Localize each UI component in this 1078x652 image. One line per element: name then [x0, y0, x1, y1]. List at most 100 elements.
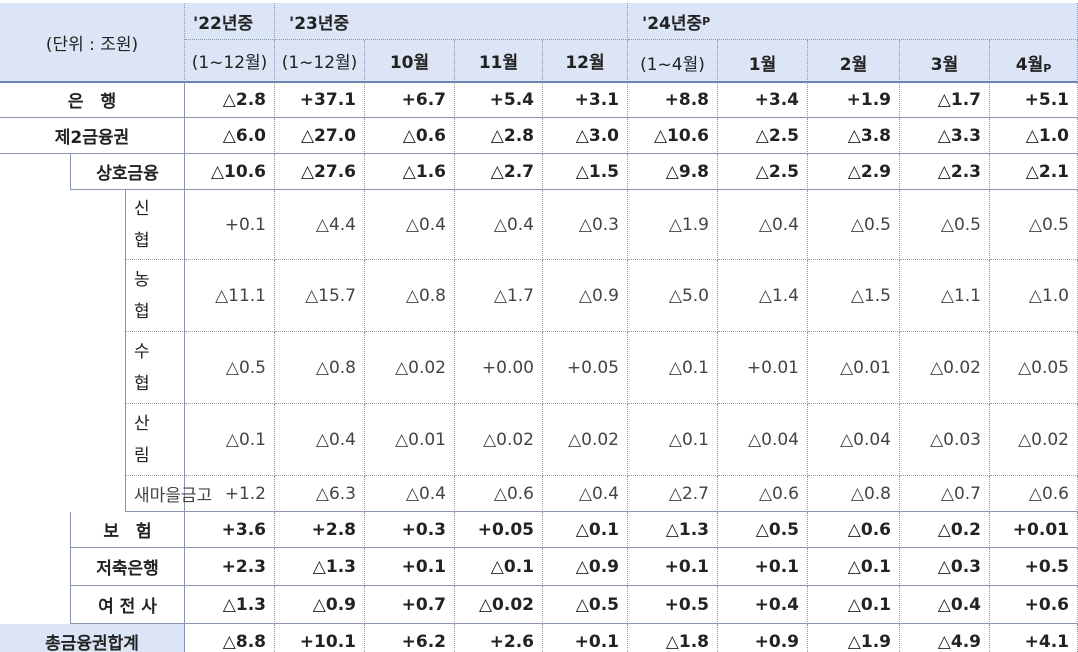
value: +2.8: [275, 512, 365, 548]
month: 1월: [718, 40, 808, 82]
value-text: △0.04: [748, 429, 799, 450]
value-text: △0.6: [493, 483, 534, 504]
value-text: △1.1: [940, 285, 981, 306]
value: △11.1: [185, 260, 275, 332]
value-text: △1.6: [402, 161, 446, 182]
value: △0.02: [990, 404, 1078, 476]
value-text: +0.1: [401, 556, 446, 577]
value: △15.7: [275, 260, 365, 332]
value-text: △0.5: [755, 519, 799, 540]
year-label-text: '22년중: [193, 13, 254, 34]
value: △27.0: [275, 118, 365, 154]
value: △1.8: [628, 624, 718, 652]
value-text: △0.5: [850, 214, 891, 235]
value: △0.4: [543, 476, 628, 512]
value: +37.1: [275, 82, 365, 118]
value-text: +0.1: [754, 556, 799, 577]
value: +0.3: [365, 512, 455, 548]
value-text: △0.4: [937, 594, 981, 615]
value-text: △0.01: [395, 429, 446, 450]
value: △1.0: [990, 260, 1078, 332]
value-text: △1.7: [493, 285, 534, 306]
value: △6.3: [275, 476, 365, 512]
value: △0.02: [365, 332, 455, 404]
value-text: △0.6: [402, 125, 446, 146]
value-text: +6.2: [401, 631, 446, 652]
value-text: +3.4: [754, 89, 799, 110]
value-text: +37.1: [299, 89, 356, 110]
row-label-text: 은 행: [67, 92, 117, 112]
value-text: △1.0: [1025, 125, 1069, 146]
unit-text: (단위 : 조원): [45, 34, 139, 55]
row-label: 농협: [125, 260, 185, 332]
month: 11월: [455, 40, 543, 82]
value: △0.1: [808, 586, 900, 624]
value-text: △2.5: [755, 125, 799, 146]
value-text: +8.8: [664, 89, 709, 110]
value-text: △1.9: [847, 631, 891, 652]
value-text: +2.8: [311, 519, 356, 540]
row-label: 산림: [125, 404, 185, 476]
value: +2.6: [455, 624, 543, 652]
value: +1.2: [185, 476, 275, 512]
value: △0.01: [808, 332, 900, 404]
value-text: △0.4: [493, 214, 534, 235]
value-text: △0.1: [225, 429, 266, 450]
value: △0.1: [628, 332, 718, 404]
value: △1.5: [543, 154, 628, 190]
year-label: '24년중 P: [628, 3, 1078, 40]
value-text: △0.1: [575, 519, 619, 540]
value: +6.7: [365, 82, 455, 118]
value: △0.03: [900, 404, 990, 476]
value-text: △0.6: [847, 519, 891, 540]
value: +0.00: [455, 332, 543, 404]
year-label-text: '23년중: [289, 13, 350, 34]
value-text: △1.3: [665, 519, 709, 540]
row-label-text: 새마을금고: [134, 486, 213, 506]
value-text: △3.3: [937, 125, 981, 146]
value: △0.1: [185, 404, 275, 476]
value-text: △27.0: [300, 125, 356, 146]
value-text: +3.1: [574, 89, 619, 110]
header-rule: [0, 81, 1078, 83]
value-text: △0.3: [578, 214, 619, 235]
row-label-text: 신협: [134, 198, 150, 251]
value-text: △2.1: [1025, 161, 1069, 182]
value-text: △0.5: [575, 594, 619, 615]
row-label: 새마을금고: [125, 476, 212, 512]
value-text: △0.02: [930, 357, 981, 378]
period-text: (1~12월): [281, 53, 358, 73]
year-label: '23년중: [275, 3, 628, 40]
row-label-text: 여 전 사: [98, 597, 157, 617]
value: +0.1: [365, 548, 455, 586]
value-text: △0.9: [312, 594, 356, 615]
row-label: 저축은행: [70, 548, 185, 586]
value: △8.8: [185, 624, 275, 652]
value: +0.1: [628, 548, 718, 586]
value-text: △0.5: [225, 357, 266, 378]
value: △3.0: [543, 118, 628, 154]
value-text: +0.9: [754, 631, 799, 652]
value-text: △0.9: [575, 556, 619, 577]
value-text: △0.2: [937, 519, 981, 540]
period-text: (1~4월): [640, 55, 705, 75]
month-text: 12월: [565, 53, 605, 73]
value-text: △2.3: [937, 161, 981, 182]
value-text: △2.8: [222, 89, 266, 110]
value: △3.8: [808, 118, 900, 154]
value-text: △0.02: [1018, 429, 1069, 450]
value: +0.01: [718, 332, 808, 404]
value: △4.4: [275, 190, 365, 260]
value-text: △6.3: [315, 483, 356, 504]
value: △1.3: [275, 548, 365, 586]
value: △2.8: [185, 82, 275, 118]
year-label-text: '24년중: [642, 13, 703, 34]
value-text: △3.0: [575, 125, 619, 146]
month-text: 2월: [839, 55, 868, 75]
month-text: 10월: [389, 53, 430, 73]
unit: (단위 : 조원): [0, 3, 185, 82]
year-label: '22년중: [185, 3, 275, 40]
value: △0.5: [185, 332, 275, 404]
value: △1.0: [990, 118, 1078, 154]
value: △0.01: [365, 404, 455, 476]
